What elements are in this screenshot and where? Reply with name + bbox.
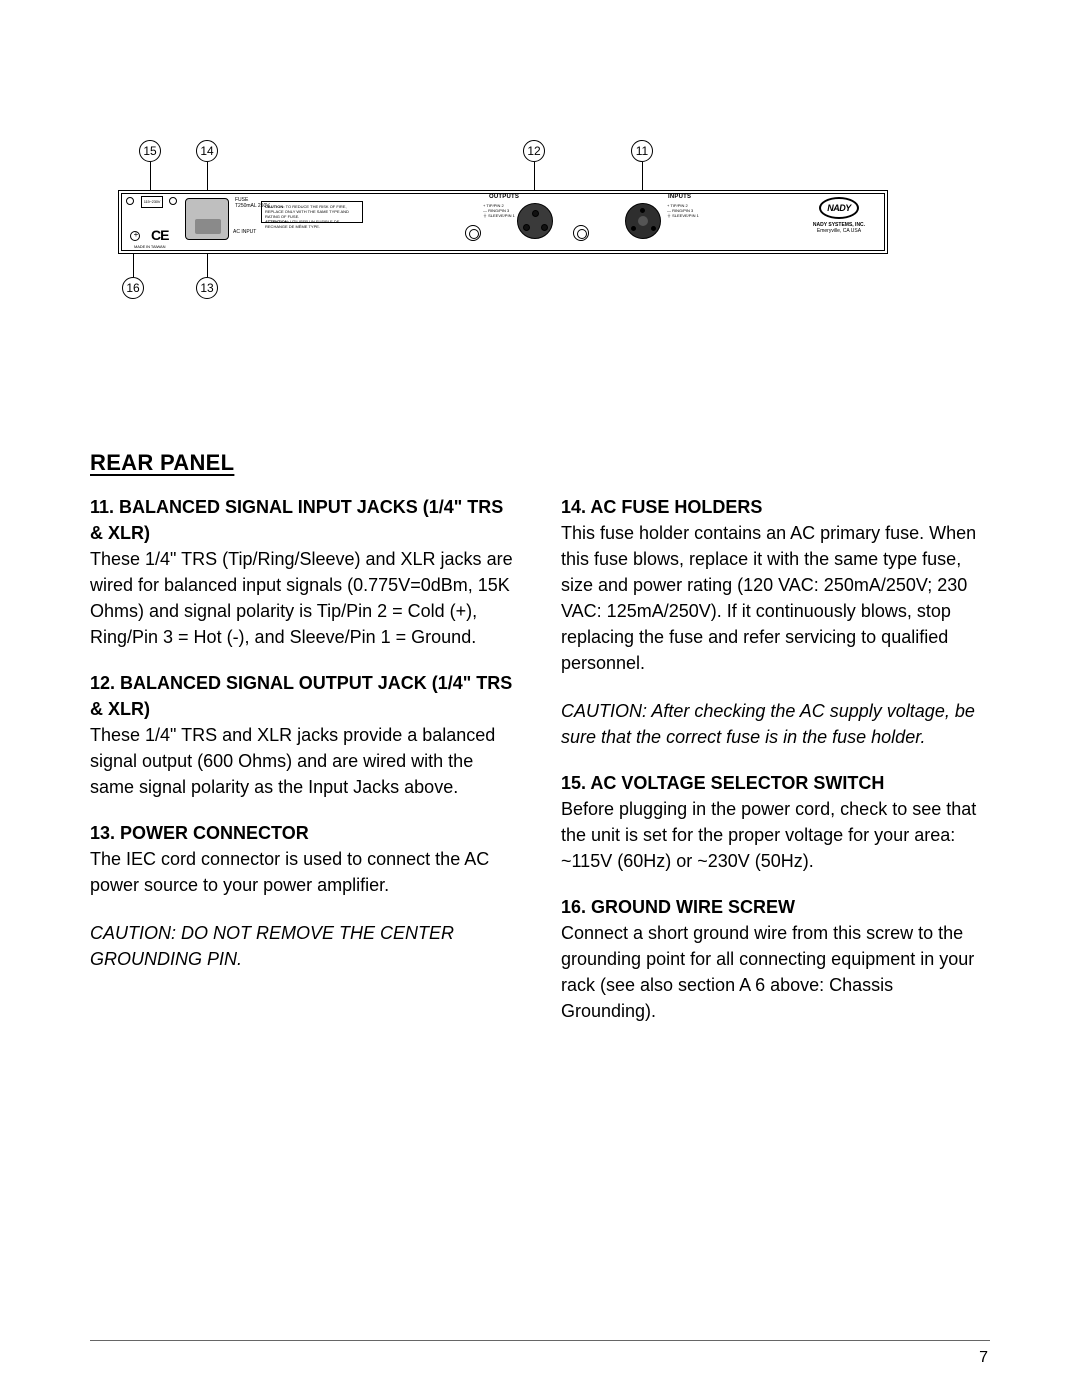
left-column: 11. BALANCED SIGNAL INPUT JACKS (1/4" TR… (90, 494, 519, 1024)
callout-11: 11 (631, 140, 653, 162)
item-body-13: The IEC cord connector is used to connec… (90, 846, 519, 898)
item-body-11: These 1/4" TRS (Tip/Ring/Sleeve) and XLR… (90, 546, 519, 650)
footer-rule (90, 1340, 990, 1341)
callout-13: 13 (196, 277, 218, 299)
item-body-12: These 1/4" TRS and XLR jacks provide a b… (90, 722, 519, 800)
input-xlr-jack (625, 203, 661, 239)
brand-logo: NADY (819, 197, 859, 219)
ground-screw (130, 231, 140, 241)
caution-grounding-pin: CAUTION: DO NOT REMOVE THE CENTER GROUND… (90, 920, 519, 972)
ce-mark: CE (151, 227, 168, 243)
item-body-16: Connect a short ground wire from this sc… (561, 920, 990, 1024)
item-title-15: 15. AC VOLTAGE SELECTOR SWITCH (561, 770, 990, 796)
item-title-16: 16. GROUND WIRE SCREW (561, 894, 990, 920)
item-title-11: 11. BALANCED SIGNAL INPUT JACKS (1/4" TR… (90, 494, 519, 546)
item-title-14: 14. AC FUSE HOLDERS (561, 494, 990, 520)
iec-power-inlet (185, 198, 229, 240)
output-xlr-jack (517, 203, 553, 239)
caution-box: CAUTION: TO REDUCE THE RISK OF FIRE, REP… (261, 201, 363, 223)
brand-logo-block: NADY NADY SYSTEMS, INC. Emeryville, CA U… (803, 197, 875, 234)
callout-16: 16 (122, 277, 144, 299)
made-in-label: MADE IN TAIWAN (134, 244, 165, 249)
callout-15: 15 (139, 140, 161, 162)
caution-fuse: CAUTION: After checking the AC supply vo… (561, 698, 990, 750)
item-title-13: 13. POWER CONNECTOR (90, 820, 519, 846)
item-body-14: This fuse holder contains an AC primary … (561, 520, 990, 676)
output-pin-legend: + TIP/PIN 2— RING/PIN 3⏚ SLEEVE/PIN 1 (483, 203, 515, 218)
item-title-12: 12. BALANCED SIGNAL OUTPUT JACK (1/4" TR… (90, 670, 519, 722)
screw-icon (126, 197, 134, 205)
right-column: 14. AC FUSE HOLDERS This fuse holder con… (561, 494, 990, 1024)
outputs-label: OUTPUTS (489, 194, 519, 200)
input-trs-jack (573, 225, 589, 241)
callout-14: 14 (196, 140, 218, 162)
output-trs-jack (465, 225, 481, 241)
brand-location: Emeryville, CA USA (803, 228, 875, 234)
screw-icon (169, 197, 177, 205)
section-title: REAR PANEL (90, 450, 990, 476)
rear-panel-diagram: 15 14 12 11 16 13 115~230V FUSE T250mAL … (118, 140, 888, 340)
voltage-selector: 115~230V (141, 196, 163, 208)
item-body-15: Before plugging in the power cord, check… (561, 796, 990, 874)
rear-panel-outline: 115~230V FUSE T250mAL 250V AC INPUT CE M… (118, 190, 888, 254)
page-number: 7 (979, 1349, 988, 1367)
content: REAR PANEL 11. BALANCED SIGNAL INPUT JAC… (90, 450, 990, 1024)
callout-12: 12 (523, 140, 545, 162)
ac-input-label: AC INPUT (233, 229, 256, 235)
input-pin-legend: + TIP/PIN 2— RING/PIN 3⏚ SLEEVE/PIN 1 (667, 203, 699, 218)
inputs-label: INPUTS (668, 194, 691, 200)
